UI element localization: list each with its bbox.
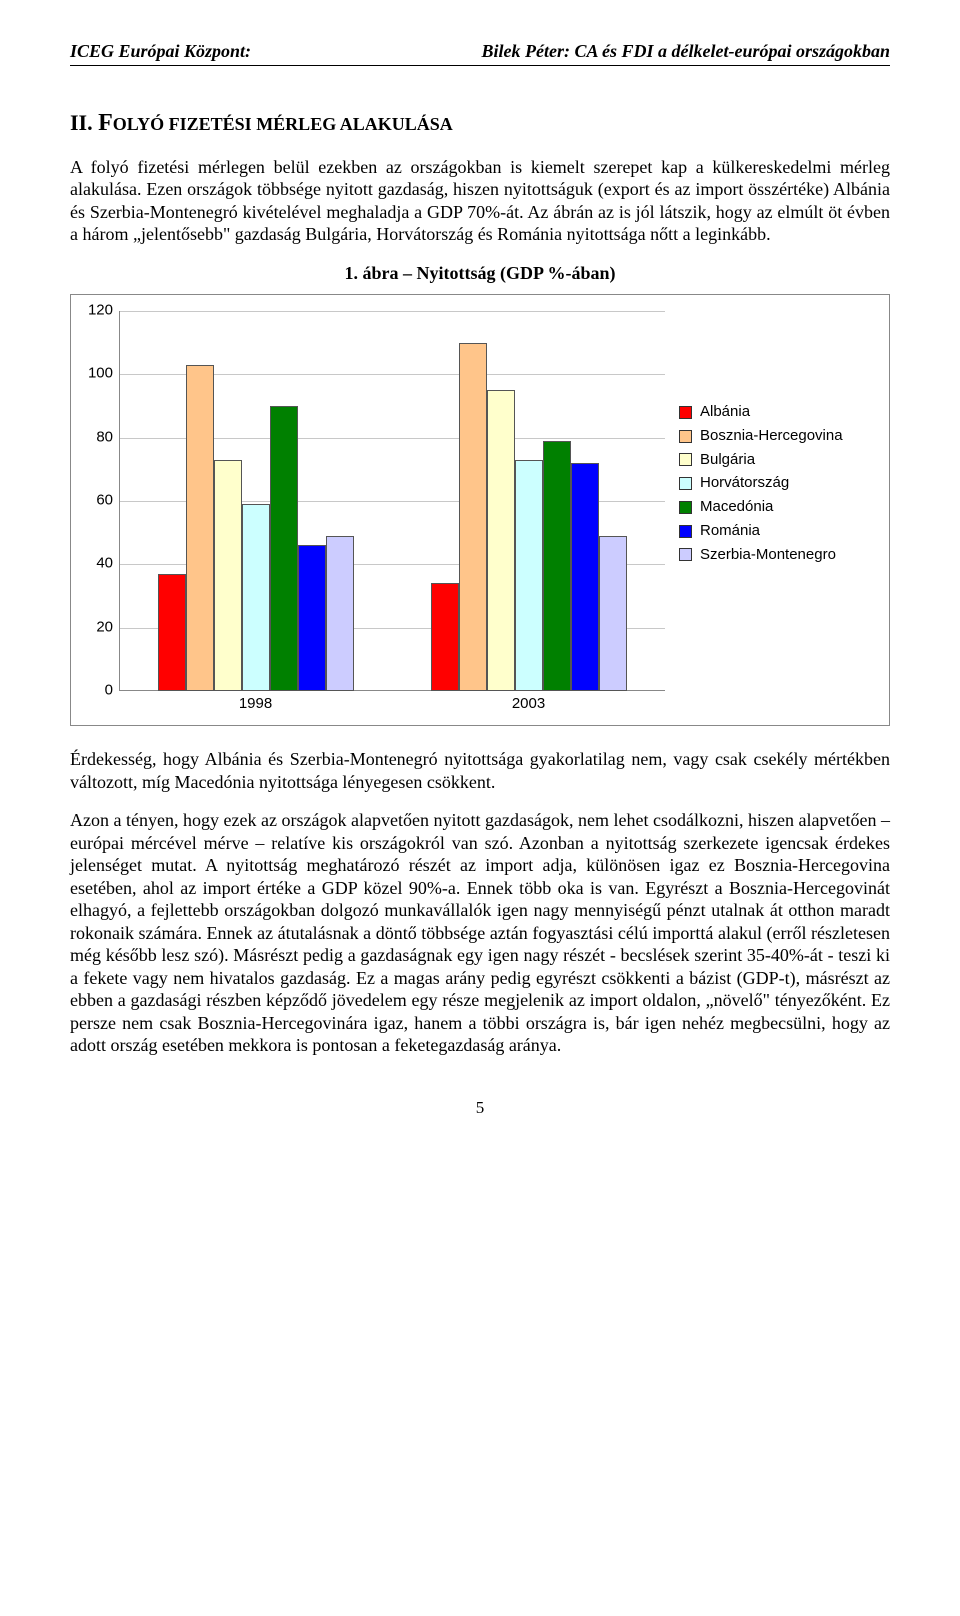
bar [487, 390, 515, 691]
y-tick-label: 20 [96, 618, 113, 637]
x-tick-label: 2003 [392, 691, 665, 715]
bar [186, 365, 214, 691]
heading-first-letter: F [98, 110, 113, 136]
paragraph-1: A folyó fizetési mérlegen belül ezekben … [70, 156, 890, 246]
legend-swatch [679, 501, 692, 514]
x-axis: 19982003 [119, 691, 665, 715]
chart-row: 020406080100120 19982003 AlbániaBosznia-… [81, 311, 879, 715]
legend-item: Bulgária [679, 451, 879, 470]
y-tick-label: 0 [105, 682, 113, 701]
figure-caption: 1. ábra – Nyitottság (GDP %-ában) [70, 262, 890, 285]
legend-swatch [679, 548, 692, 561]
legend-label: Románia [700, 522, 760, 541]
bar [515, 460, 543, 691]
legend-item: Szerbia-Montenegro [679, 546, 879, 565]
legend-item: Albánia [679, 403, 879, 422]
y-tick-label: 80 [96, 428, 113, 447]
x-tick-label: 1998 [119, 691, 392, 715]
paragraph-3: Azon a tényen, hogy ezek az országok ala… [70, 809, 890, 1057]
bar [543, 441, 571, 691]
y-axis: 020406080100120 [81, 311, 119, 691]
header-left: ICEG Európai Központ: [70, 40, 251, 63]
legend-item: Macedónia [679, 498, 879, 517]
legend-item: Bosznia-Hercegovina [679, 427, 879, 446]
bar [242, 504, 270, 691]
legend-swatch [679, 477, 692, 490]
bars-layer [119, 311, 665, 691]
bar-group [392, 311, 665, 691]
bar [571, 463, 599, 691]
legend: Albánia Bosznia-Hercegovina Bulgária Horvát… [679, 403, 879, 569]
y-tick-label: 120 [88, 302, 113, 321]
bar [326, 536, 354, 691]
bar-group [119, 311, 392, 691]
legend-label: Albánia [700, 403, 750, 422]
legend-label: Szerbia-Montenegro [700, 546, 836, 565]
section-heading: II. FOLYÓ FIZETÉSI MÉRLEG ALAKULÁSA [70, 108, 890, 138]
legend-label: Macedónia [700, 498, 773, 517]
bar [459, 343, 487, 691]
page-number: 5 [70, 1097, 890, 1118]
y-tick-label: 40 [96, 555, 113, 574]
legend-label: Bosznia-Hercegovina [700, 427, 843, 446]
bar [298, 545, 326, 691]
plot-area: 020406080100120 19982003 [81, 311, 665, 715]
bar [270, 406, 298, 691]
legend-item: Horvátország [679, 474, 879, 493]
bar [431, 583, 459, 691]
legend-swatch [679, 525, 692, 538]
legend-label: Bulgária [700, 451, 755, 470]
openness-chart: 0 20 40 60 80 100 120 19982003 Albánia Bosznia-… [70, 294, 890, 726]
bar [214, 460, 242, 691]
heading-numeral: II. [70, 110, 98, 135]
page-header: ICEG Európai Központ: Bilek Péter: CA és… [70, 40, 890, 66]
legend-item: Románia [679, 522, 879, 541]
paragraph-2: Érdekesség, hogy Albánia és Szerbia-Mont… [70, 748, 890, 793]
legend-swatch [679, 453, 692, 466]
y-tick-label: 100 [88, 365, 113, 384]
bar [599, 536, 627, 691]
bar [158, 574, 186, 691]
legend-swatch [679, 406, 692, 419]
heading-rest: OLYÓ FIZETÉSI MÉRLEG ALAKULÁSA [113, 114, 453, 134]
legend-swatch [679, 430, 692, 443]
y-tick-label: 60 [96, 492, 113, 511]
legend-label: Horvátország [700, 474, 789, 493]
header-right: Bilek Péter: CA és FDI a délkelet-európa… [482, 40, 891, 63]
